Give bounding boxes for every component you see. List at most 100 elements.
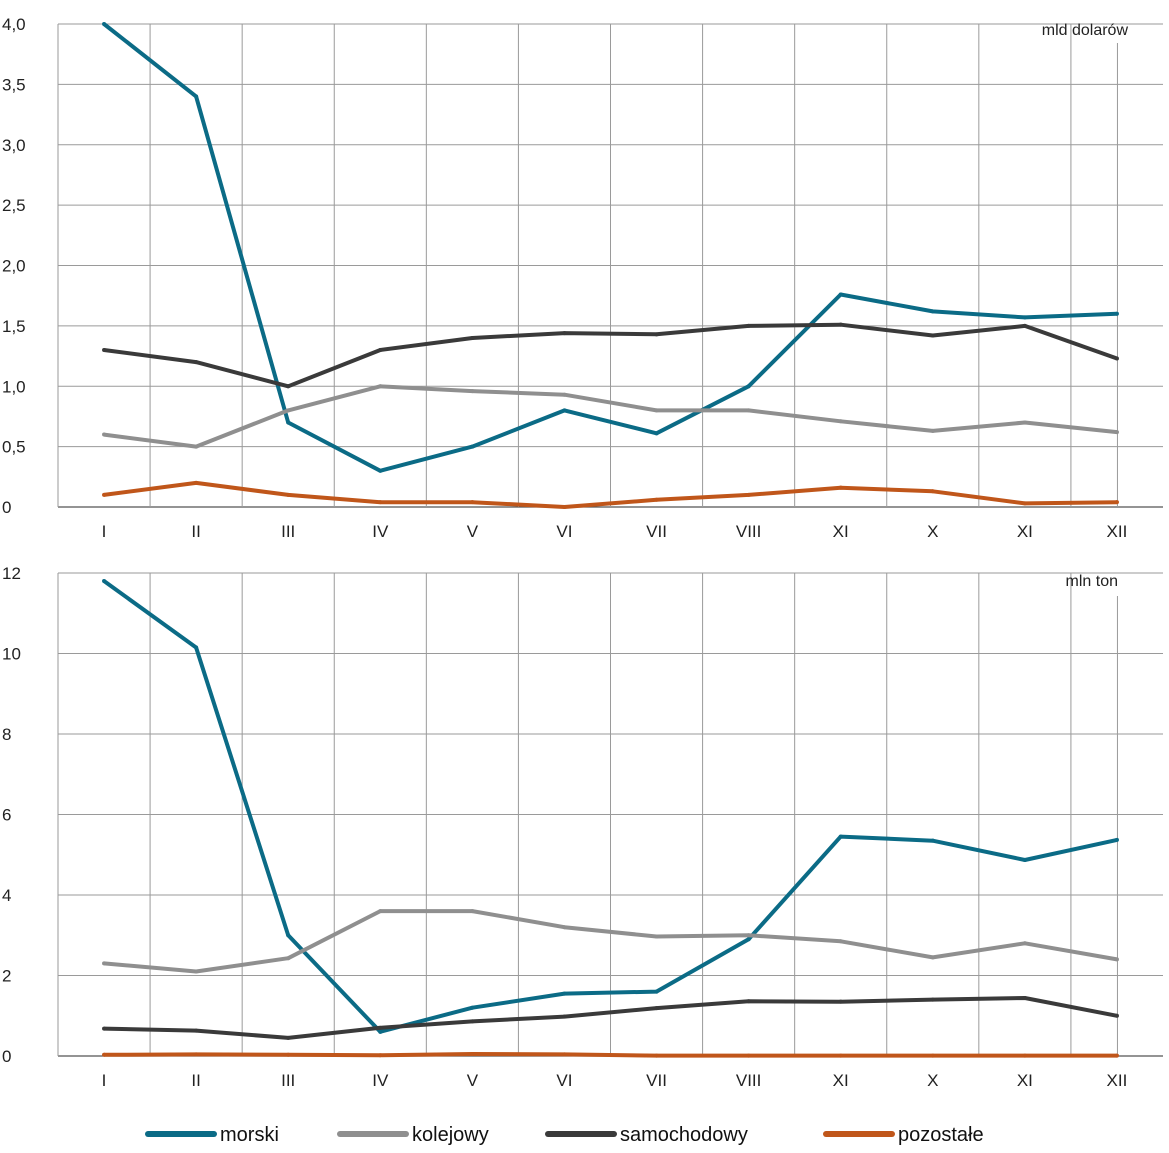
data-point-morski [286,933,291,938]
data-point-pozostale [930,1053,935,1058]
x-tick-label: II [191,1071,200,1090]
data-point-pozostale [562,505,567,509]
y-tick-label: 4,0 [2,15,26,34]
data-point-morski [286,420,291,425]
y-tick-label: 2,0 [2,257,26,276]
series-line-pozostale [103,1052,1117,1058]
y-tick-label: 3,0 [2,136,26,155]
data-point-samochodowy [746,999,751,1004]
data-point-kolejowy [378,384,383,389]
x-tick-label: XI [833,1071,849,1090]
x-tick-label: IV [372,1071,389,1090]
data-point-samochodowy [746,323,751,328]
x-tick-label: III [281,522,295,541]
data-point-kolejowy [286,408,291,413]
data-point-kolejowy [562,392,567,397]
x-tick-label: I [102,1071,107,1090]
data-point-morski [1114,311,1119,316]
data-point-morski [194,94,199,99]
unit-label: mld dolarów [1042,22,1129,39]
data-point-morski [1022,315,1027,320]
data-point-pozostale [838,485,843,490]
legend-label: samochodowy [620,1124,748,1146]
series-line-morski [102,579,1118,1034]
data-point-kolejowy [1114,957,1119,962]
data-point-pozostale [194,1052,199,1057]
data-point-kolejowy [286,956,291,961]
unit-label: mln ton [1066,573,1118,590]
x-tick-label: XI [833,522,849,541]
x-tick-label: VII [646,1071,667,1090]
data-point-pozostale [470,500,475,505]
data-point-samochodowy [194,360,199,365]
data-point-samochodowy [654,1006,659,1011]
series-line-morski [102,22,1118,473]
x-tick-label: I [102,522,107,541]
data-point-pozostale [1022,1053,1027,1058]
legend-label: kolejowy [412,1124,489,1146]
data-point-samochodowy [286,384,291,389]
x-tick-label: VIII [736,522,762,541]
chart-value: 00,51,01,52,02,53,03,54,0I II III IV V VI VII V… [2,15,1163,541]
data-point-kolejowy [194,969,199,974]
data-point-morski [746,937,751,942]
data-point-samochodowy [562,331,567,336]
data-point-morski [1114,837,1119,842]
data-point-kolejowy [654,408,659,413]
data-point-kolejowy [654,934,659,939]
data-point-kolejowy [562,925,567,930]
data-point-kolejowy [1022,420,1027,425]
y-tick-label: 0,5 [2,438,26,457]
y-tick-label: 4 [2,886,11,905]
legend-item-samochodowy: samochodowy [545,1124,748,1146]
data-point-kolejowy [470,389,475,394]
data-point-kolejowy [838,939,843,944]
x-tick-label: XI [1017,1071,1033,1090]
y-tick-label: 1,5 [2,317,26,336]
x-tick-label: VI [556,522,572,541]
data-point-samochodowy [1022,996,1027,1001]
x-tick-label: III [281,1071,295,1090]
legend-item-pozostale: pozostałe [823,1124,984,1146]
y-tick-label: 1,0 [2,377,26,396]
series-line-samochodowy [103,322,1118,389]
series-line-kolejowy [103,909,1118,974]
data-point-morski [930,838,935,843]
data-point-morski [102,22,107,26]
data-point-kolejowy [1114,430,1119,435]
data-point-pozostale [1114,1053,1119,1058]
x-tick-label: V [467,1071,479,1090]
data-point-pozostale [654,1053,659,1058]
data-point-pozostale [286,492,291,497]
x-tick-label: VI [556,1071,572,1090]
data-point-samochodowy [286,1035,291,1040]
data-point-pozostale [746,1053,751,1058]
y-tick-label: 2,5 [2,196,26,215]
data-point-pozostale [102,1052,107,1057]
data-point-samochodowy [102,1026,107,1031]
data-point-samochodowy [930,997,935,1002]
data-point-pozostale [378,500,383,505]
x-tick-label: XI [1017,522,1033,541]
y-tick-label: 2 [2,967,11,986]
data-point-kolejowy [470,909,475,914]
data-point-samochodowy [470,335,475,340]
data-point-samochodowy [378,348,383,353]
data-point-kolejowy [746,408,751,413]
data-point-morski [1022,857,1027,862]
y-tick-label: 6 [2,806,11,825]
data-point-samochodowy [378,1025,383,1030]
y-tick-label: 12 [2,564,21,583]
data-point-samochodowy [1022,323,1027,328]
data-point-kolejowy [102,961,107,966]
series-line-kolejowy [103,384,1118,449]
data-point-morski [838,834,843,839]
x-tick-label: XII [1107,1071,1128,1090]
data-point-morski [930,309,935,314]
legend-label: morski [220,1124,279,1146]
x-tick-label: X [927,1071,938,1090]
data-point-kolejowy [746,933,751,938]
data-point-samochodowy [930,333,935,338]
data-point-samochodowy [194,1028,199,1033]
